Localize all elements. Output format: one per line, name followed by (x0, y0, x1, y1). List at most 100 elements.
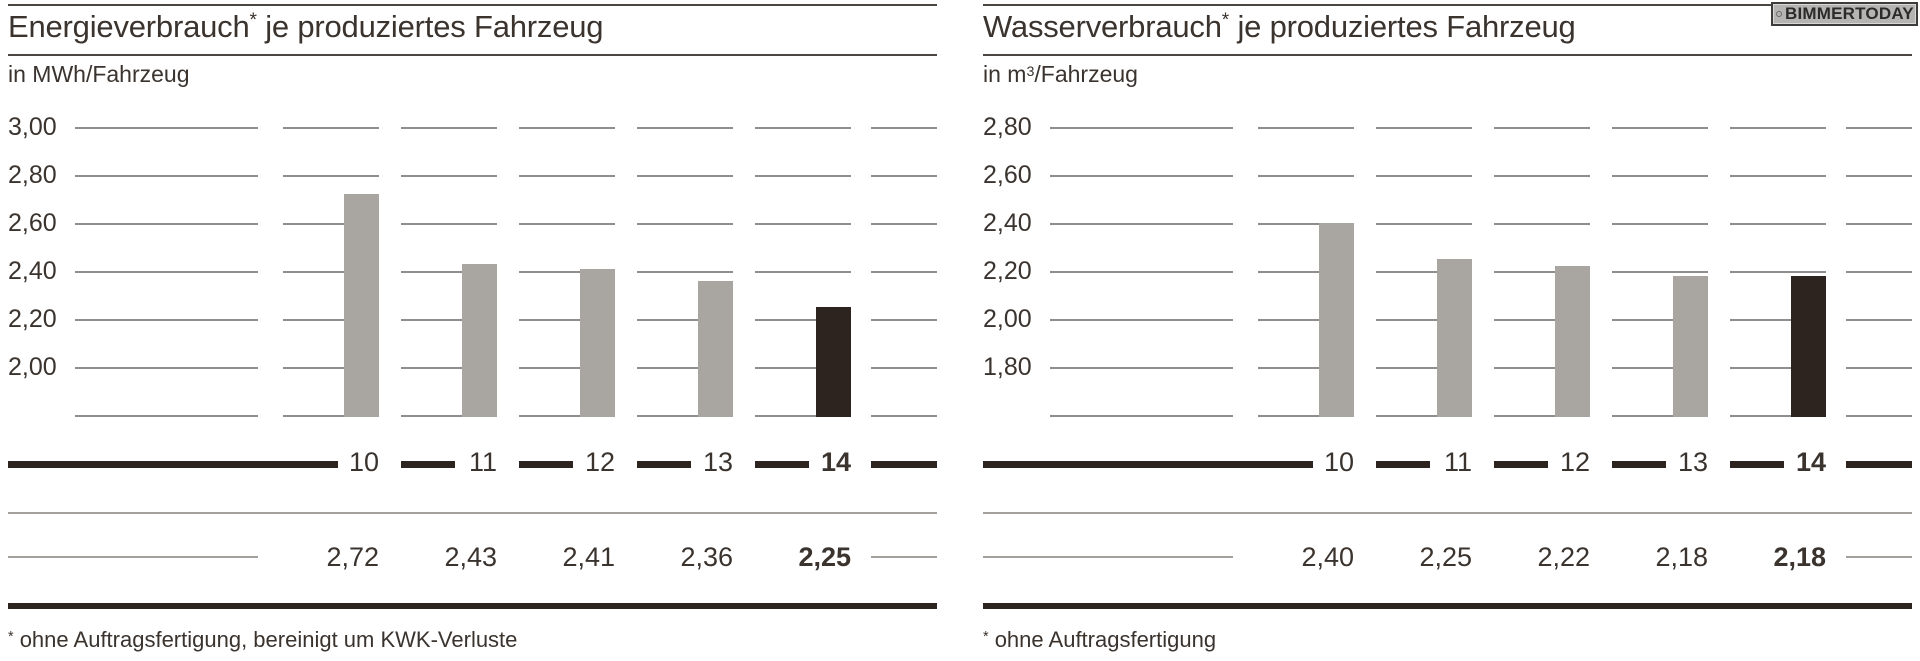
chart-title: Wasserverbrauch* je produziertes Fahrzeu… (983, 9, 1576, 45)
gridline-segment (1376, 223, 1472, 225)
x-axis-dash (1730, 461, 1784, 468)
gridline-segment (637, 127, 733, 129)
gridline-segment (1612, 127, 1708, 129)
y-tick-label: 2,40 (8, 257, 57, 285)
badge-roundel-icon (1776, 11, 1782, 17)
gridline-segment (637, 271, 733, 273)
y-axis-unit-label: in MWh/Fahrzeug (8, 61, 190, 87)
x-axis-line (983, 461, 1313, 468)
bar-13 (1673, 275, 1708, 417)
gridline-segment (283, 271, 379, 273)
value-label: 2,72 (326, 542, 379, 572)
x-axis-dash (871, 461, 937, 468)
gridline-segment (75, 415, 258, 417)
x-axis-dash (1494, 461, 1548, 468)
y-tick-label: 2,80 (983, 113, 1032, 141)
footnote-marker: * (249, 10, 257, 32)
y-tick-label: 2,00 (983, 305, 1032, 333)
gridline-segment (283, 367, 379, 369)
chart-panel-water: Wasserverbrauch* je produziertes Fahrzeu… (983, 0, 1912, 661)
value-label: 2,18 (1655, 542, 1708, 572)
gridline-segment (871, 127, 937, 129)
values-row-line (871, 556, 937, 558)
gridline-segment (1050, 319, 1233, 321)
gridline-segment (1376, 271, 1472, 273)
chart-title-text: Energieverbrauch (8, 9, 250, 44)
gridline-segment (1494, 127, 1590, 129)
watermark-label: BIMMERTODAY (1785, 4, 1914, 23)
gridline-segment (1846, 415, 1912, 417)
x-tick-label: 11 (468, 447, 497, 477)
x-tick-label: 10 (348, 447, 379, 477)
x-axis-dash (1846, 461, 1912, 468)
gridline-segment (1258, 367, 1354, 369)
values-row-line (983, 556, 1233, 558)
gridline-segment (1050, 415, 1233, 417)
y-tick-label: 2,60 (8, 209, 57, 237)
gridline-segment (1846, 175, 1912, 177)
chart-title: Energieverbrauch* je produziertes Fahrze… (8, 9, 604, 45)
gridline-segment (1376, 415, 1472, 417)
gridline-segment (1258, 415, 1354, 417)
gridline-segment (1730, 127, 1826, 129)
values-row-line (8, 556, 258, 558)
x-tick-label: 10 (1323, 447, 1354, 477)
gridline-segment (1494, 415, 1590, 417)
gridline-segment (1846, 223, 1912, 225)
gridline-segment (519, 319, 615, 321)
gridline-segment (1050, 367, 1233, 369)
gridline-segment (871, 415, 937, 417)
value-label: 2,40 (1301, 542, 1354, 572)
bar-10 (1319, 223, 1354, 417)
gridline-segment (637, 367, 733, 369)
title-underline-rule (983, 54, 1912, 56)
gridline-segment (637, 175, 733, 177)
value-label: 2,18 (1773, 542, 1826, 572)
gridline-segment (1258, 271, 1354, 273)
gridline-segment (871, 271, 937, 273)
gridline-segment (1376, 175, 1472, 177)
value-label: 2,25 (798, 542, 851, 572)
plot-area: 2,80 2,60 2,40 2,20 2,00 1,80 10 11 12 13 14 2,40 2,… (983, 0, 1912, 661)
x-axis-dash (1376, 461, 1430, 468)
gridline-segment (519, 127, 615, 129)
bar-11 (1437, 259, 1472, 417)
footnote-text: ohne Auftragsfertigung, bereinigt um KWK… (13, 627, 518, 652)
gridline-segment (1376, 367, 1472, 369)
gridline-segment (1730, 271, 1826, 273)
gridline-segment (1258, 127, 1354, 129)
x-tick-label: 13 (702, 447, 733, 477)
footnote: * ohne Auftragsfertigung (983, 627, 1216, 653)
x-tick-label: 12 (584, 447, 615, 477)
x-axis-dash (401, 461, 455, 468)
gridline-segment (1258, 175, 1354, 177)
gridline-segment (401, 367, 497, 369)
x-tick-label: 11 (1443, 447, 1472, 477)
gridline-segment (1730, 175, 1826, 177)
gridline-segment (1050, 127, 1233, 129)
bar-12 (580, 268, 615, 417)
x-tick-label: 13 (1677, 447, 1708, 477)
footnote-asterisk: * (8, 628, 14, 645)
panel-top-rule (8, 4, 937, 6)
gridline-segment (1846, 271, 1912, 273)
gridline-segment (1730, 319, 1826, 321)
gridline-segment (519, 271, 615, 273)
gridline-segment (519, 367, 615, 369)
panel-bottom-rule (8, 603, 937, 609)
y-tick-label: 2,00 (8, 353, 57, 381)
gridline-segment (1730, 415, 1826, 417)
value-label: 2,36 (680, 542, 733, 572)
gridline-segment (283, 319, 379, 321)
gridline-segment (401, 175, 497, 177)
y-tick-label: 2,20 (983, 257, 1032, 285)
gridline-segment (283, 127, 379, 129)
y-tick-label: 2,40 (983, 209, 1032, 237)
footnote-asterisk: * (983, 628, 989, 645)
separator-rule (8, 512, 937, 514)
gridline-segment (1050, 271, 1233, 273)
bar-10 (344, 194, 379, 417)
gridline-segment (637, 223, 733, 225)
gridline-segment (871, 223, 937, 225)
